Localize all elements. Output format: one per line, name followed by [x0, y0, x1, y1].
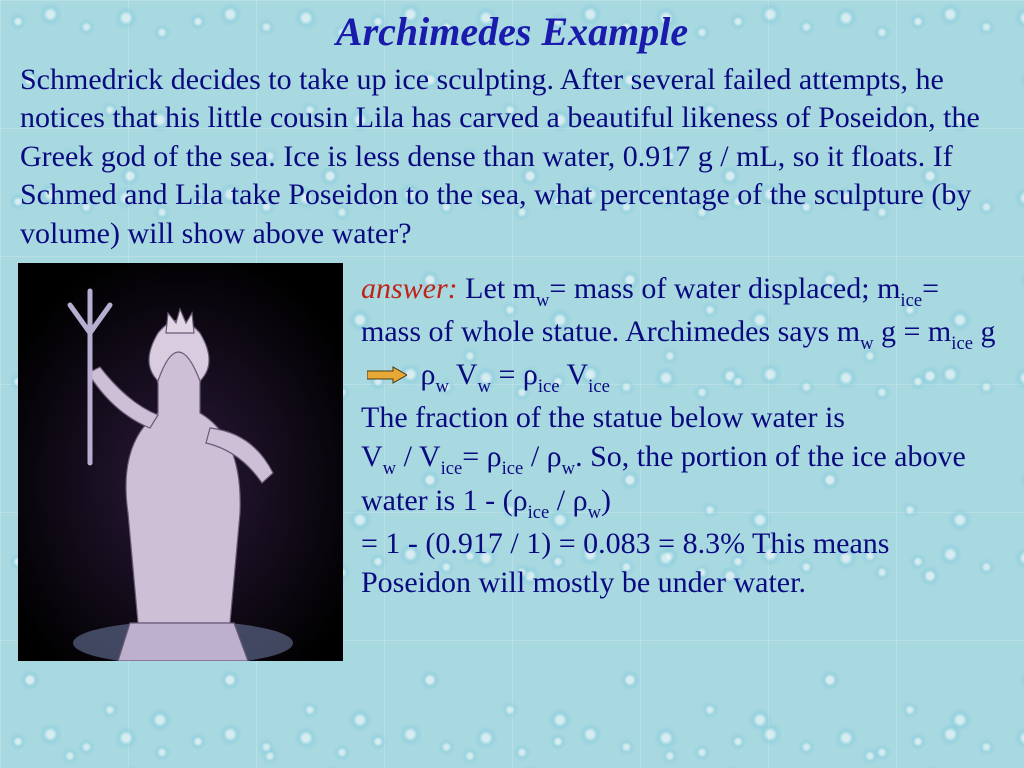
t: The fraction of the statue below water i… [361, 398, 1006, 437]
sub-w: w [435, 376, 448, 397]
t: = 1 - (0.917 / 1) = 0.083 = 8.3% This me… [361, 524, 1006, 602]
slide-content: Archimedes Example Schmedrick decides to… [0, 0, 1024, 768]
t: = mass of water displaced; m [549, 272, 900, 305]
answer-label: answer: [361, 272, 458, 305]
slide-title: Archimedes Example [18, 8, 1006, 55]
poseidon-sculpture-image [18, 263, 343, 661]
t: = ρ [491, 358, 538, 391]
t: ρ [413, 358, 435, 391]
t: Let m [458, 272, 536, 305]
t: = ρ [462, 440, 501, 473]
sub-w: w [562, 458, 575, 479]
t: V [560, 358, 589, 391]
sub-ice: ice [528, 502, 550, 523]
implies-arrow-icon [367, 366, 407, 384]
sub-w: w [478, 376, 491, 397]
sub-w: w [383, 458, 396, 479]
sub-ice: ice [951, 333, 973, 354]
sub-ice: ice [441, 458, 463, 479]
t: g = m [874, 315, 952, 348]
sculpture-icon [18, 263, 343, 661]
sub-w: w [860, 333, 873, 354]
answer-text: answer: Let mw= mass of water displaced;… [361, 263, 1006, 602]
t: / V [396, 440, 440, 473]
sub-w: w [588, 502, 601, 523]
t: g [973, 315, 996, 348]
sub-w: w [536, 290, 549, 311]
sub-ice: ice [538, 376, 560, 397]
sub-ice: ice [900, 290, 922, 311]
t: ) [601, 484, 611, 517]
sub-ice: ice [588, 376, 610, 397]
t: V [449, 358, 478, 391]
question-text: Schmedrick decides to take up ice sculpt… [18, 61, 1006, 263]
t: V [361, 440, 383, 473]
t: / ρ [549, 484, 587, 517]
lower-row: answer: Let mw= mass of water displaced;… [18, 263, 1006, 661]
t: / ρ [523, 440, 561, 473]
sub-ice: ice [502, 458, 524, 479]
